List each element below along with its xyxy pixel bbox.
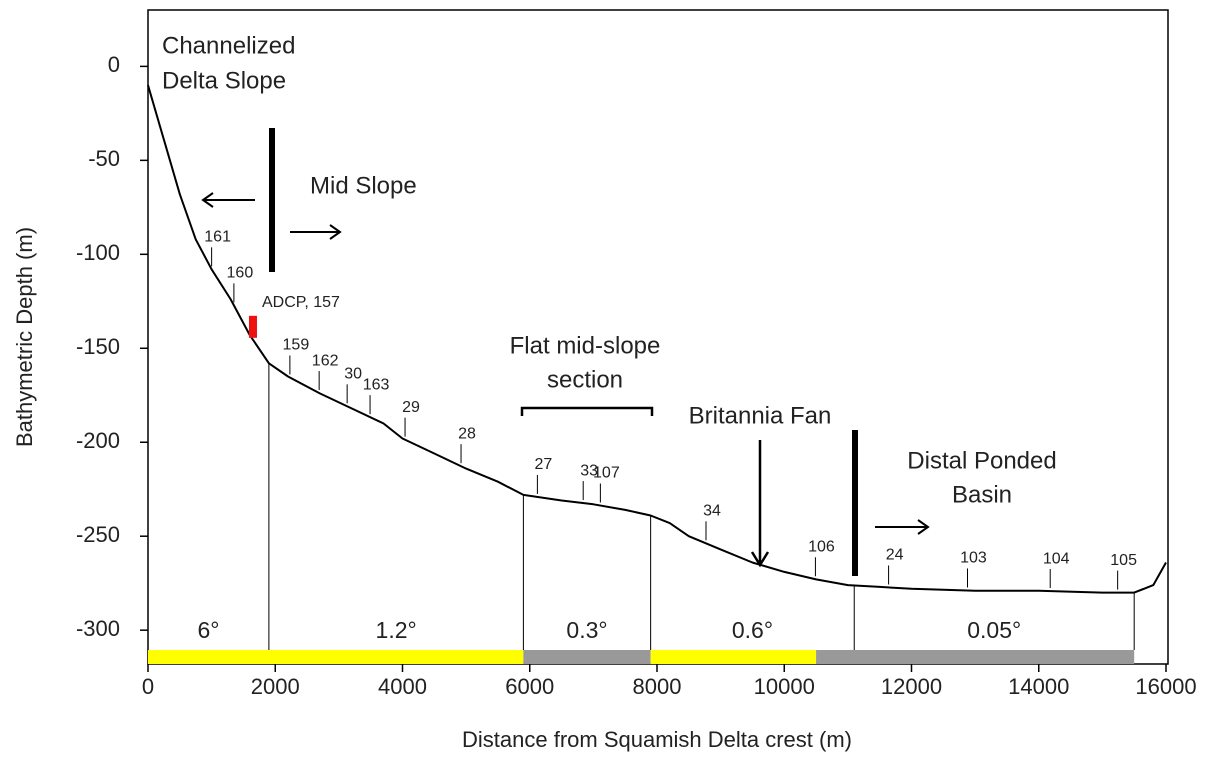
- x-tick-label: 6000: [505, 674, 554, 699]
- annotation: Flat mid-slope: [510, 332, 661, 359]
- station-label: 160: [227, 265, 254, 282]
- slope-bar: [523, 650, 651, 664]
- x-tick-label: 8000: [633, 674, 682, 699]
- slope-bar: [816, 650, 1135, 664]
- slope-bar: [650, 650, 817, 664]
- annotation: Delta Slope: [162, 67, 286, 94]
- x-tick-label: 16000: [1135, 674, 1196, 699]
- station-label: 159: [283, 337, 310, 354]
- station-label: 27: [534, 456, 552, 473]
- zone-label: 6°: [197, 617, 219, 643]
- x-tick-label: 14000: [1008, 674, 1069, 699]
- adcp-marker: [248, 315, 257, 338]
- station-label: 104: [1043, 550, 1070, 567]
- station-label: 162: [312, 352, 339, 369]
- station-label: 28: [458, 425, 476, 442]
- zone-label: 1.2°: [376, 617, 417, 643]
- x-tick-label: 2000: [251, 674, 300, 699]
- zone-label: 0.05°: [967, 617, 1021, 643]
- station-label: 30: [344, 366, 362, 383]
- x-tick-label: 4000: [378, 674, 427, 699]
- station-label: 34: [703, 503, 721, 520]
- annotation: Mid Slope: [310, 172, 417, 199]
- x-axis-title: Distance from Squamish Delta crest (m): [462, 727, 852, 752]
- annotation: Distal Ponded: [907, 447, 1056, 474]
- station-label: 24: [886, 547, 904, 564]
- x-tick-label: 12000: [881, 674, 942, 699]
- arrow: [750, 440, 770, 568]
- zone-label: 0.6°: [732, 617, 773, 643]
- arrow: [290, 224, 342, 240]
- station-label: 105: [1110, 552, 1137, 569]
- y-axis-title: Bathymetric Depth (m): [12, 227, 37, 447]
- decorations: [201, 128, 930, 576]
- station-label: 106: [808, 538, 835, 555]
- slope-bar: [148, 650, 524, 664]
- annotation: Channelized: [162, 32, 295, 59]
- station-label: 161: [204, 229, 231, 246]
- y-tick-label: -50: [88, 146, 120, 171]
- y-tick-label: -300: [76, 616, 120, 641]
- arrow: [875, 519, 930, 535]
- adcp-label: ADCP, 157: [262, 294, 340, 311]
- y-tick-label: -150: [76, 334, 120, 359]
- station-label: 29: [402, 399, 420, 416]
- annotation: Basin: [952, 481, 1012, 508]
- x-tick-label: 0: [142, 674, 154, 699]
- profile-line: [147, 84, 1167, 594]
- arrow: [201, 192, 255, 208]
- y-tick-label: -200: [76, 428, 120, 453]
- station-label: 103: [960, 550, 987, 567]
- bracket: [520, 406, 654, 416]
- x-tick-label: 10000: [754, 674, 815, 699]
- annotation: section: [547, 366, 623, 393]
- station-label: 163: [363, 376, 390, 393]
- station-label: 107: [593, 465, 620, 482]
- station-label: 33: [580, 462, 598, 479]
- y-tick-label: -250: [76, 522, 120, 547]
- y-tick-label: -100: [76, 240, 120, 265]
- annotation: Britannia Fan: [689, 402, 832, 429]
- zone-label: 0.3°: [566, 617, 607, 643]
- y-tick-label: 0: [108, 52, 120, 77]
